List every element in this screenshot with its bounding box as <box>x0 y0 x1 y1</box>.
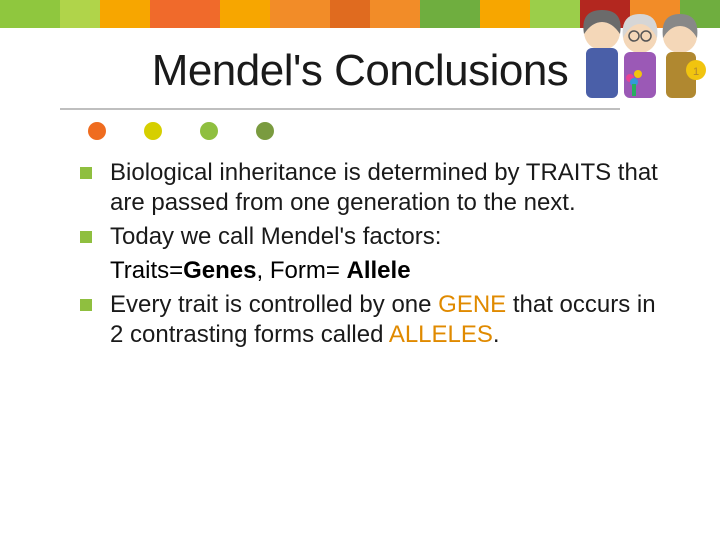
accent-dot <box>256 122 274 140</box>
bullet-item: Biological inheritance is determined by … <box>80 158 660 218</box>
stripe-segment <box>420 0 480 28</box>
slide-title: Mendel's Conclusions <box>0 46 720 96</box>
stripe-segment <box>330 0 370 28</box>
stripe-segment <box>480 0 530 28</box>
stripe-segment <box>370 0 420 28</box>
bullet-marker <box>80 231 92 243</box>
bullet-list: Biological inheritance is determined by … <box>80 158 660 354</box>
stripe-segment <box>60 0 100 28</box>
accent-dots <box>88 122 274 140</box>
bullet-subline: Traits=Genes, Form= Allele <box>110 256 660 286</box>
bullet-item: Every trait is controlled by one GENE th… <box>80 290 660 350</box>
accent-dot <box>144 122 162 140</box>
accent-dot <box>200 122 218 140</box>
stripe-segment <box>100 0 150 28</box>
bullet-text: Biological inheritance is determined by … <box>110 158 660 218</box>
bullet-marker <box>80 299 92 311</box>
bullet-item: Today we call Mendel's factors: <box>80 222 660 252</box>
stripe-segment <box>150 0 220 28</box>
bullet-text: Every trait is controlled by one GENE th… <box>110 290 660 350</box>
stripe-segment <box>270 0 330 28</box>
accent-dot <box>88 122 106 140</box>
stripe-segment <box>0 0 60 28</box>
title-underline <box>60 108 620 110</box>
stripe-segment <box>220 0 270 28</box>
bullet-marker <box>80 167 92 179</box>
bullet-text: Today we call Mendel's factors: <box>110 222 441 252</box>
